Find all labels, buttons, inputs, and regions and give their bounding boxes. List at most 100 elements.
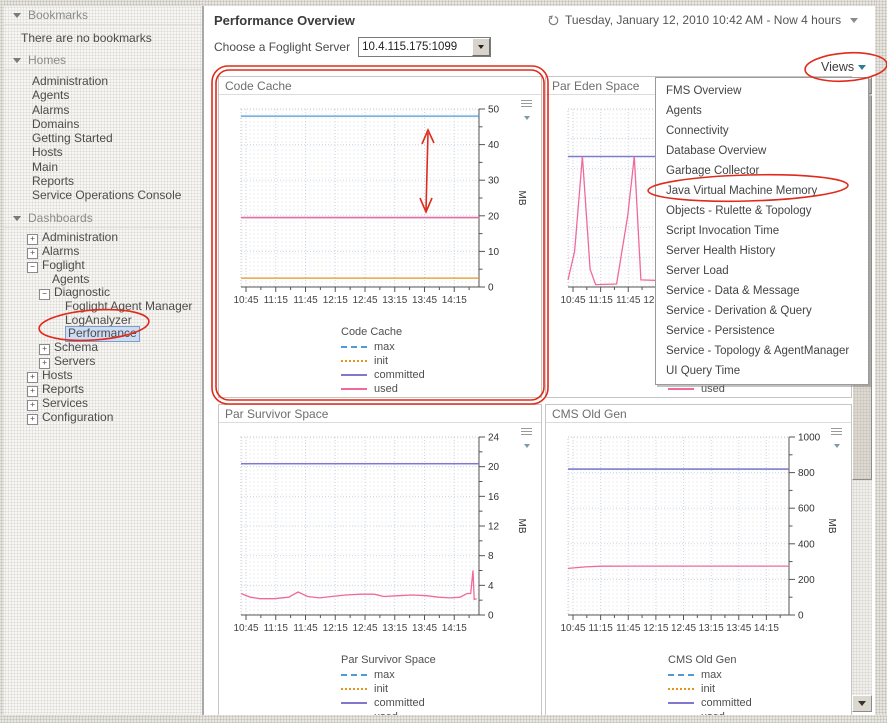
- chart-panel-cms-old-gen: CMS Old Gen 0 200 400 600 800 1000 10:45 11:15 1…: [545, 404, 852, 722]
- svg-text:11:45: 11:45: [293, 295, 318, 306]
- tree-item-foglight[interactable]: − Foglight: [4, 258, 202, 273]
- menu-item-database-overview[interactable]: Database Overview: [666, 145, 767, 157]
- sidebar-section-bookmarks[interactable]: Bookmarks: [4, 6, 202, 25]
- server-chooser-label: Choose a Foglight Server: [214, 40, 351, 54]
- svg-text:10: 10: [488, 247, 500, 258]
- menu-item-connectivity[interactable]: Connectivity: [666, 125, 729, 137]
- menu-item-script-invocation-time[interactable]: Script Invocation Time: [666, 225, 780, 237]
- chevron-down-icon: [13, 13, 21, 18]
- window-border-left: [0, 0, 4, 723]
- sidebar-item-service-operations-console[interactable]: Service Operations Console: [32, 188, 182, 203]
- expand-plus-icon[interactable]: +: [27, 400, 38, 412]
- chart-panel-par-survivor-space: Par Survivor Space 0 4 8 12 16 20 24 10:45 11:15…: [218, 404, 542, 722]
- menu-item-service-topology-agentmanager[interactable]: Service - Topology & AgentManager: [666, 345, 850, 357]
- chart-options-icon[interactable]: [521, 98, 532, 120]
- legend-entry-max: max: [668, 668, 849, 682]
- server-select[interactable]: 10.4.115.175:1099: [358, 37, 492, 57]
- sidebar-item-alarms[interactable]: Alarms: [32, 102, 70, 117]
- scrollbar-down-button[interactable]: [852, 695, 872, 712]
- menu-item-ui-query-time[interactable]: UI Query Time: [666, 365, 741, 377]
- tree-item-foglight-agent-manager[interactable]: Foglight Agent Manager: [4, 300, 202, 314]
- time-range-control[interactable]: Tuesday, January 12, 2010 10:42 AM - Now…: [547, 13, 859, 27]
- tree-item-servers[interactable]: + Servers: [4, 354, 202, 370]
- legend-label: init: [374, 683, 389, 695]
- svg-text:1000: 1000: [798, 433, 821, 444]
- svg-text:30: 30: [488, 176, 500, 187]
- collapse-minus-icon[interactable]: −: [27, 261, 38, 273]
- expand-plus-icon[interactable]: +: [39, 344, 50, 356]
- code-cache-plot: 0 10 20 30 40 50 10:45 11:15 11:45 12:15 12:45 13:1…: [233, 105, 527, 307]
- bookmarks-header-label: Bookmarks: [28, 8, 89, 22]
- menu-item-objects-rulette-topology[interactable]: Objects - Rulette & Topology: [666, 205, 812, 217]
- tree-item-configuration[interactable]: + Configuration: [4, 410, 202, 426]
- chevron-down-icon: [850, 17, 859, 23]
- legend-label: used: [701, 383, 725, 395]
- svg-text:600: 600: [798, 504, 815, 515]
- views-menu-button[interactable]: Views: [821, 60, 867, 74]
- chart-panel-title: CMS Old Gen: [546, 405, 851, 423]
- sidebar-item-reports[interactable]: Reports: [32, 174, 75, 189]
- svg-text:12:45: 12:45: [352, 295, 377, 306]
- tree-item-performance[interactable]: Performance: [4, 326, 202, 343]
- tree-item-label: Schema: [54, 340, 99, 355]
- svg-text:10:45: 10:45: [233, 295, 258, 306]
- menu-item-service-persistence[interactable]: Service - Persistence: [666, 325, 775, 337]
- svg-text:200: 200: [798, 575, 815, 586]
- tree-item-label: Alarms: [42, 243, 80, 258]
- chart-panel-title: Par Survivor Space: [219, 405, 541, 423]
- sidebar-section-dashboards[interactable]: Dashboards: [4, 209, 202, 228]
- sidebar-item-agents[interactable]: Agents: [32, 88, 70, 103]
- expand-plus-icon[interactable]: +: [27, 233, 38, 245]
- expand-plus-icon[interactable]: +: [27, 386, 38, 398]
- tree-item-hosts[interactable]: + Hosts: [4, 368, 202, 384]
- tree-item-services[interactable]: + Services: [4, 396, 202, 412]
- legend-label: max: [374, 669, 395, 681]
- section-menu-icon[interactable]: [13, 215, 21, 221]
- par-survivor-space-plot: 0 4 8 12 16 20 24 10:45 11:15 11:45 12:15 12:45 13:1…: [233, 433, 527, 635]
- sidebar: Bookmarks There are no bookmarks Homes A…: [4, 6, 204, 715]
- tree-item-schema[interactable]: + Schema: [4, 340, 202, 356]
- menu-item-garbage-collector[interactable]: Garbage Collector: [666, 165, 760, 177]
- tree-item-reports[interactable]: + Reports: [4, 382, 202, 398]
- legend-entry-max: max: [341, 668, 539, 682]
- collapse-minus-icon[interactable]: −: [39, 289, 50, 301]
- legend-entry-init: init: [341, 682, 539, 696]
- sidebar-item-main[interactable]: Main: [32, 159, 59, 174]
- sidebar-item-domains[interactable]: Domains: [32, 116, 80, 131]
- legend-swatch: [341, 674, 367, 676]
- svg-text:10:45: 10:45: [233, 623, 258, 634]
- svg-text:10:45: 10:45: [560, 623, 585, 634]
- sidebar-section-homes[interactable]: Homes: [4, 51, 202, 70]
- views-dropdown-menu: FMS Overview Agents Connectivity Database O…: [655, 77, 869, 385]
- legend-swatch: [668, 388, 694, 390]
- menu-item-service-data-message[interactable]: Service - Data & Message: [666, 285, 800, 297]
- chart-legend: Par Survivor Spacemaxinitcommittedused: [341, 654, 539, 721]
- chart-legend: CMS Old Genmaxinitcommittedused: [668, 654, 849, 721]
- tree-item-agents[interactable]: Agents: [4, 272, 202, 287]
- tree-item-diagnostic[interactable]: − Diagnostic: [4, 286, 202, 301]
- chart-options-icon[interactable]: [521, 426, 532, 448]
- menu-item-server-load[interactable]: Server Load: [666, 265, 729, 277]
- expand-plus-icon[interactable]: +: [27, 247, 38, 259]
- select-dropdown-button[interactable]: [472, 38, 491, 56]
- tree-item-administration[interactable]: + Administration: [4, 230, 202, 245]
- menu-item-fms-overview[interactable]: FMS Overview: [666, 85, 742, 97]
- menu-item-server-health-history[interactable]: Server Health History: [666, 245, 776, 257]
- window-border-right: [875, 0, 887, 723]
- chart-options-icon[interactable]: [831, 426, 842, 448]
- menu-item-java-virtual-machine-memory[interactable]: Java Virtual Machine Memory: [666, 185, 818, 197]
- svg-text:16: 16: [488, 492, 500, 503]
- par-survivor-space-chart: 0 4 8 12 16 20 24 10:45 11:15 11:45 12:15 12:45 13:1…: [219, 423, 541, 721]
- sidebar-item-getting-started[interactable]: Getting Started: [32, 131, 113, 146]
- section-menu-icon[interactable]: [13, 58, 21, 63]
- menu-item-agents[interactable]: Agents: [666, 105, 702, 117]
- expand-plus-icon[interactable]: +: [39, 358, 50, 370]
- sidebar-item-hosts[interactable]: Hosts: [32, 145, 63, 160]
- tree-item-alarms[interactable]: + Alarms: [4, 243, 202, 259]
- menu-item-service-derivation-query[interactable]: Service - Derivation & Query: [666, 305, 812, 317]
- tree-item-loganalyzer[interactable]: LogAnalyzer: [4, 313, 202, 328]
- expand-plus-icon[interactable]: +: [27, 414, 38, 426]
- expand-plus-icon[interactable]: +: [27, 372, 38, 384]
- svg-text:13:15: 13:15: [382, 295, 407, 306]
- sidebar-item-administration[interactable]: Administration: [32, 74, 109, 88]
